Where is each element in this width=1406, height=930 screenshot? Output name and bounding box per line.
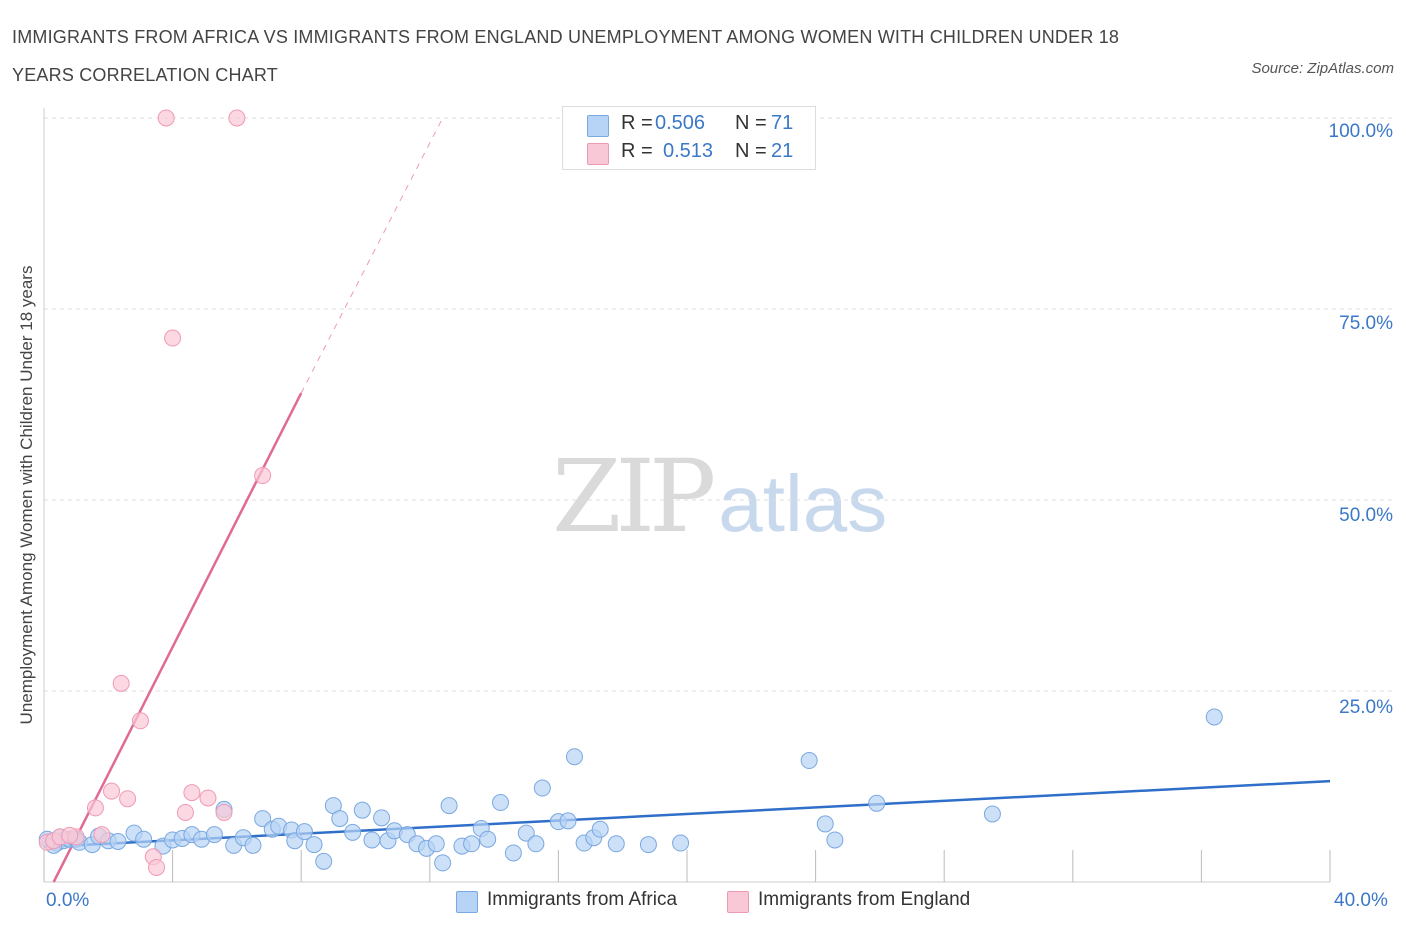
data-point-africa: [305, 836, 323, 854]
n-value: 71: [771, 112, 794, 134]
data-point-africa: [434, 854, 452, 872]
legend-swatch-england: [587, 143, 609, 165]
data-point-africa: [205, 826, 223, 844]
data-point-england: [176, 803, 194, 821]
y-tick-label: 25.0%: [1339, 697, 1393, 718]
data-point-africa: [295, 823, 313, 841]
y-tick-label: 100.0%: [1328, 121, 1393, 142]
trend-extension-england: [300, 117, 444, 394]
data-point-africa: [517, 824, 535, 842]
watermark-atlas: atlas: [718, 459, 888, 548]
legend-swatch-africa: [587, 115, 609, 137]
x-tick-label: 0.0%: [46, 890, 90, 911]
data-point-africa: [565, 748, 583, 766]
data-point-england: [86, 799, 104, 817]
watermark-zip: ZIP: [552, 438, 716, 555]
correlation-legend: R = 0.506 N = 71 R = 0.513 N = 21: [562, 106, 816, 170]
data-point-africa: [135, 830, 153, 848]
y-tick-label: 50.0%: [1339, 505, 1393, 526]
r-value: 0.506: [655, 112, 706, 134]
legend-swatch-england: [727, 891, 749, 913]
data-point-africa: [344, 823, 362, 841]
data-point-africa: [254, 810, 272, 828]
data-point-england: [164, 329, 182, 347]
data-point-africa: [868, 794, 886, 812]
axes: [43, 108, 1331, 883]
series-england-points: [38, 109, 272, 876]
data-point-africa: [591, 820, 609, 838]
data-point-england: [131, 712, 149, 730]
data-point-africa: [109, 833, 127, 851]
data-point-africa: [527, 835, 545, 853]
data-point-africa: [800, 752, 818, 770]
data-point-africa: [983, 805, 1001, 823]
x-tick-label: 40.0%: [1334, 890, 1388, 911]
data-point-england: [112, 674, 130, 692]
series-legend: Immigrants from Africa Immigrants from E…: [0, 888, 1406, 916]
data-point-england: [119, 790, 137, 808]
chart-title: IMMIGRANTS FROM AFRICA VS IMMIGRANTS FRO…: [12, 27, 1120, 85]
data-point-africa: [826, 831, 844, 849]
legend-label-africa: Immigrants from Africa: [487, 889, 678, 910]
legend-swatch-africa: [456, 891, 478, 913]
data-point-africa: [1205, 708, 1223, 726]
data-point-england: [157, 109, 175, 127]
data-point-africa: [363, 831, 381, 849]
data-point-africa: [533, 779, 551, 797]
data-point-england: [183, 784, 201, 802]
data-point-africa: [440, 797, 458, 815]
data-point-africa: [492, 794, 510, 812]
source-label: Source: ZipAtlas.com: [1251, 60, 1394, 77]
legend-label-england: Immigrants from England: [758, 889, 971, 910]
data-point-england: [103, 782, 121, 800]
data-point-england: [254, 467, 272, 485]
y-axis-label: Unemployment Among Women with Children U…: [17, 265, 36, 725]
data-point-england: [148, 858, 166, 876]
data-point-africa: [672, 834, 690, 852]
data-point-africa: [639, 836, 657, 854]
data-point-england: [215, 803, 233, 821]
r-label: R =: [621, 140, 653, 162]
data-point-africa: [315, 852, 333, 870]
data-point-africa: [607, 835, 625, 853]
data-point-africa: [427, 835, 445, 853]
data-point-africa: [373, 809, 391, 827]
data-point-england: [199, 789, 217, 807]
trend-line-africa: [43, 779, 1331, 849]
data-point-africa: [244, 836, 262, 854]
n-label: N =: [735, 140, 767, 162]
n-value: 21: [771, 140, 794, 162]
data-point-africa: [331, 810, 349, 828]
grid-lines: [44, 117, 1392, 692]
data-point-africa: [479, 830, 497, 848]
data-point-england: [93, 826, 111, 844]
n-label: N =: [735, 112, 767, 134]
data-point-africa: [463, 835, 481, 853]
data-point-england: [228, 109, 246, 127]
data-point-africa: [559, 812, 577, 830]
watermark: ZIP atlas: [552, 438, 887, 555]
series-africa-points: [38, 708, 1223, 872]
y-tick-label: 75.0%: [1339, 313, 1393, 334]
data-point-africa: [816, 815, 834, 833]
data-point-england: [61, 826, 79, 844]
data-point-africa: [353, 801, 371, 819]
r-value: 0.513: [663, 140, 714, 162]
r-label: R =: [621, 112, 653, 134]
data-point-africa: [504, 844, 522, 862]
